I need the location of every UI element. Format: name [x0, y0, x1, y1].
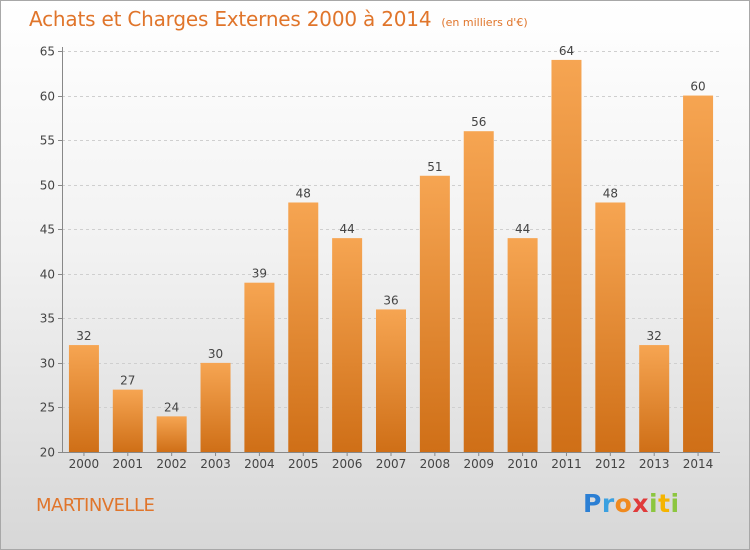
- x-tick-label-2006: 2006: [332, 457, 363, 471]
- y-tick-label: 20: [40, 446, 55, 460]
- chart-header: Achats et Charges Externes 2000 à 2014 (e…: [29, 7, 528, 31]
- data-label-2010: 44: [515, 222, 530, 236]
- bar-2007: [376, 309, 406, 452]
- axes: 20 25 30 35 40 45 50 55 60 65 2000 2001 2002 2003 2004…: [40, 45, 720, 471]
- data-label-2005: 48: [296, 186, 311, 200]
- y-tick-label: 25: [40, 401, 55, 415]
- x-tick-label-2001: 2001: [113, 457, 144, 471]
- x-tick-label-2007: 2007: [376, 457, 407, 471]
- bar-2005: [288, 202, 319, 452]
- proxiti-logo: Proxiti: [583, 489, 680, 518]
- x-tick-label-2012: 2012: [595, 457, 626, 471]
- bar-2002: [156, 416, 187, 452]
- y-tick-label: 30: [40, 357, 55, 371]
- data-label-2003: 30: [208, 347, 223, 361]
- bar-2003: [200, 362, 231, 452]
- bars: [68, 59, 714, 453]
- y-tick-label: 40: [40, 268, 55, 282]
- x-tick-label-2002: 2002: [156, 457, 187, 471]
- bar-2013: [639, 345, 670, 452]
- data-label-2013: 32: [647, 329, 662, 343]
- chart-title: Achats et Charges Externes 2000 à 2014: [29, 7, 432, 31]
- bar-2000: [68, 345, 99, 452]
- y-tick-label: 50: [40, 179, 55, 193]
- y-tick-label: 35: [40, 312, 55, 326]
- y-tick-label: 65: [40, 45, 55, 59]
- x-tick-label-2014: 2014: [683, 457, 714, 471]
- data-label-2004: 39: [252, 267, 267, 281]
- bar-2014: [683, 95, 714, 453]
- bar-2012: [595, 202, 626, 452]
- x-tick-label-2011: 2011: [551, 457, 582, 471]
- y-tick-label: 45: [40, 223, 55, 237]
- x-tick-label-2013: 2013: [639, 457, 670, 471]
- x-tick-label-2003: 2003: [200, 457, 231, 471]
- bar-2001: [112, 389, 143, 452]
- data-label-2009: 56: [471, 115, 486, 129]
- bar-2009: [463, 131, 494, 452]
- chart-subtitle: (en milliers d'€): [441, 16, 528, 29]
- y-tick-label: 55: [40, 134, 55, 148]
- data-label-2007: 36: [383, 293, 398, 307]
- bar-2004: [244, 282, 275, 452]
- data-label-2002: 24: [164, 400, 179, 414]
- x-tick-label-2005: 2005: [288, 457, 319, 471]
- x-tick-label-2009: 2009: [463, 457, 494, 471]
- data-label-2012: 48: [603, 186, 618, 200]
- commune-name: MARTINVELLE: [36, 495, 155, 516]
- data-label-2006: 44: [339, 222, 354, 236]
- bar-2008: [419, 175, 450, 452]
- x-tick-label-2008: 2008: [420, 457, 451, 471]
- x-tick-label-2004: 2004: [244, 457, 275, 471]
- data-labels: 32 27 24 30 39 48 44 36 51 56 44 64 48 32 60: [76, 44, 705, 414]
- bar-2011: [551, 59, 582, 453]
- y-tick-label: 60: [40, 90, 55, 104]
- bar-2010: [507, 238, 538, 452]
- data-label-2008: 51: [427, 160, 442, 174]
- data-label-2000: 32: [76, 329, 91, 343]
- data-label-2014: 60: [690, 80, 705, 94]
- x-tick-label-2010: 2010: [507, 457, 538, 471]
- bar-2006: [332, 238, 363, 452]
- data-label-2011: 64: [559, 44, 574, 58]
- data-label-2001: 27: [120, 374, 135, 388]
- x-tick-label-2000: 2000: [69, 457, 100, 471]
